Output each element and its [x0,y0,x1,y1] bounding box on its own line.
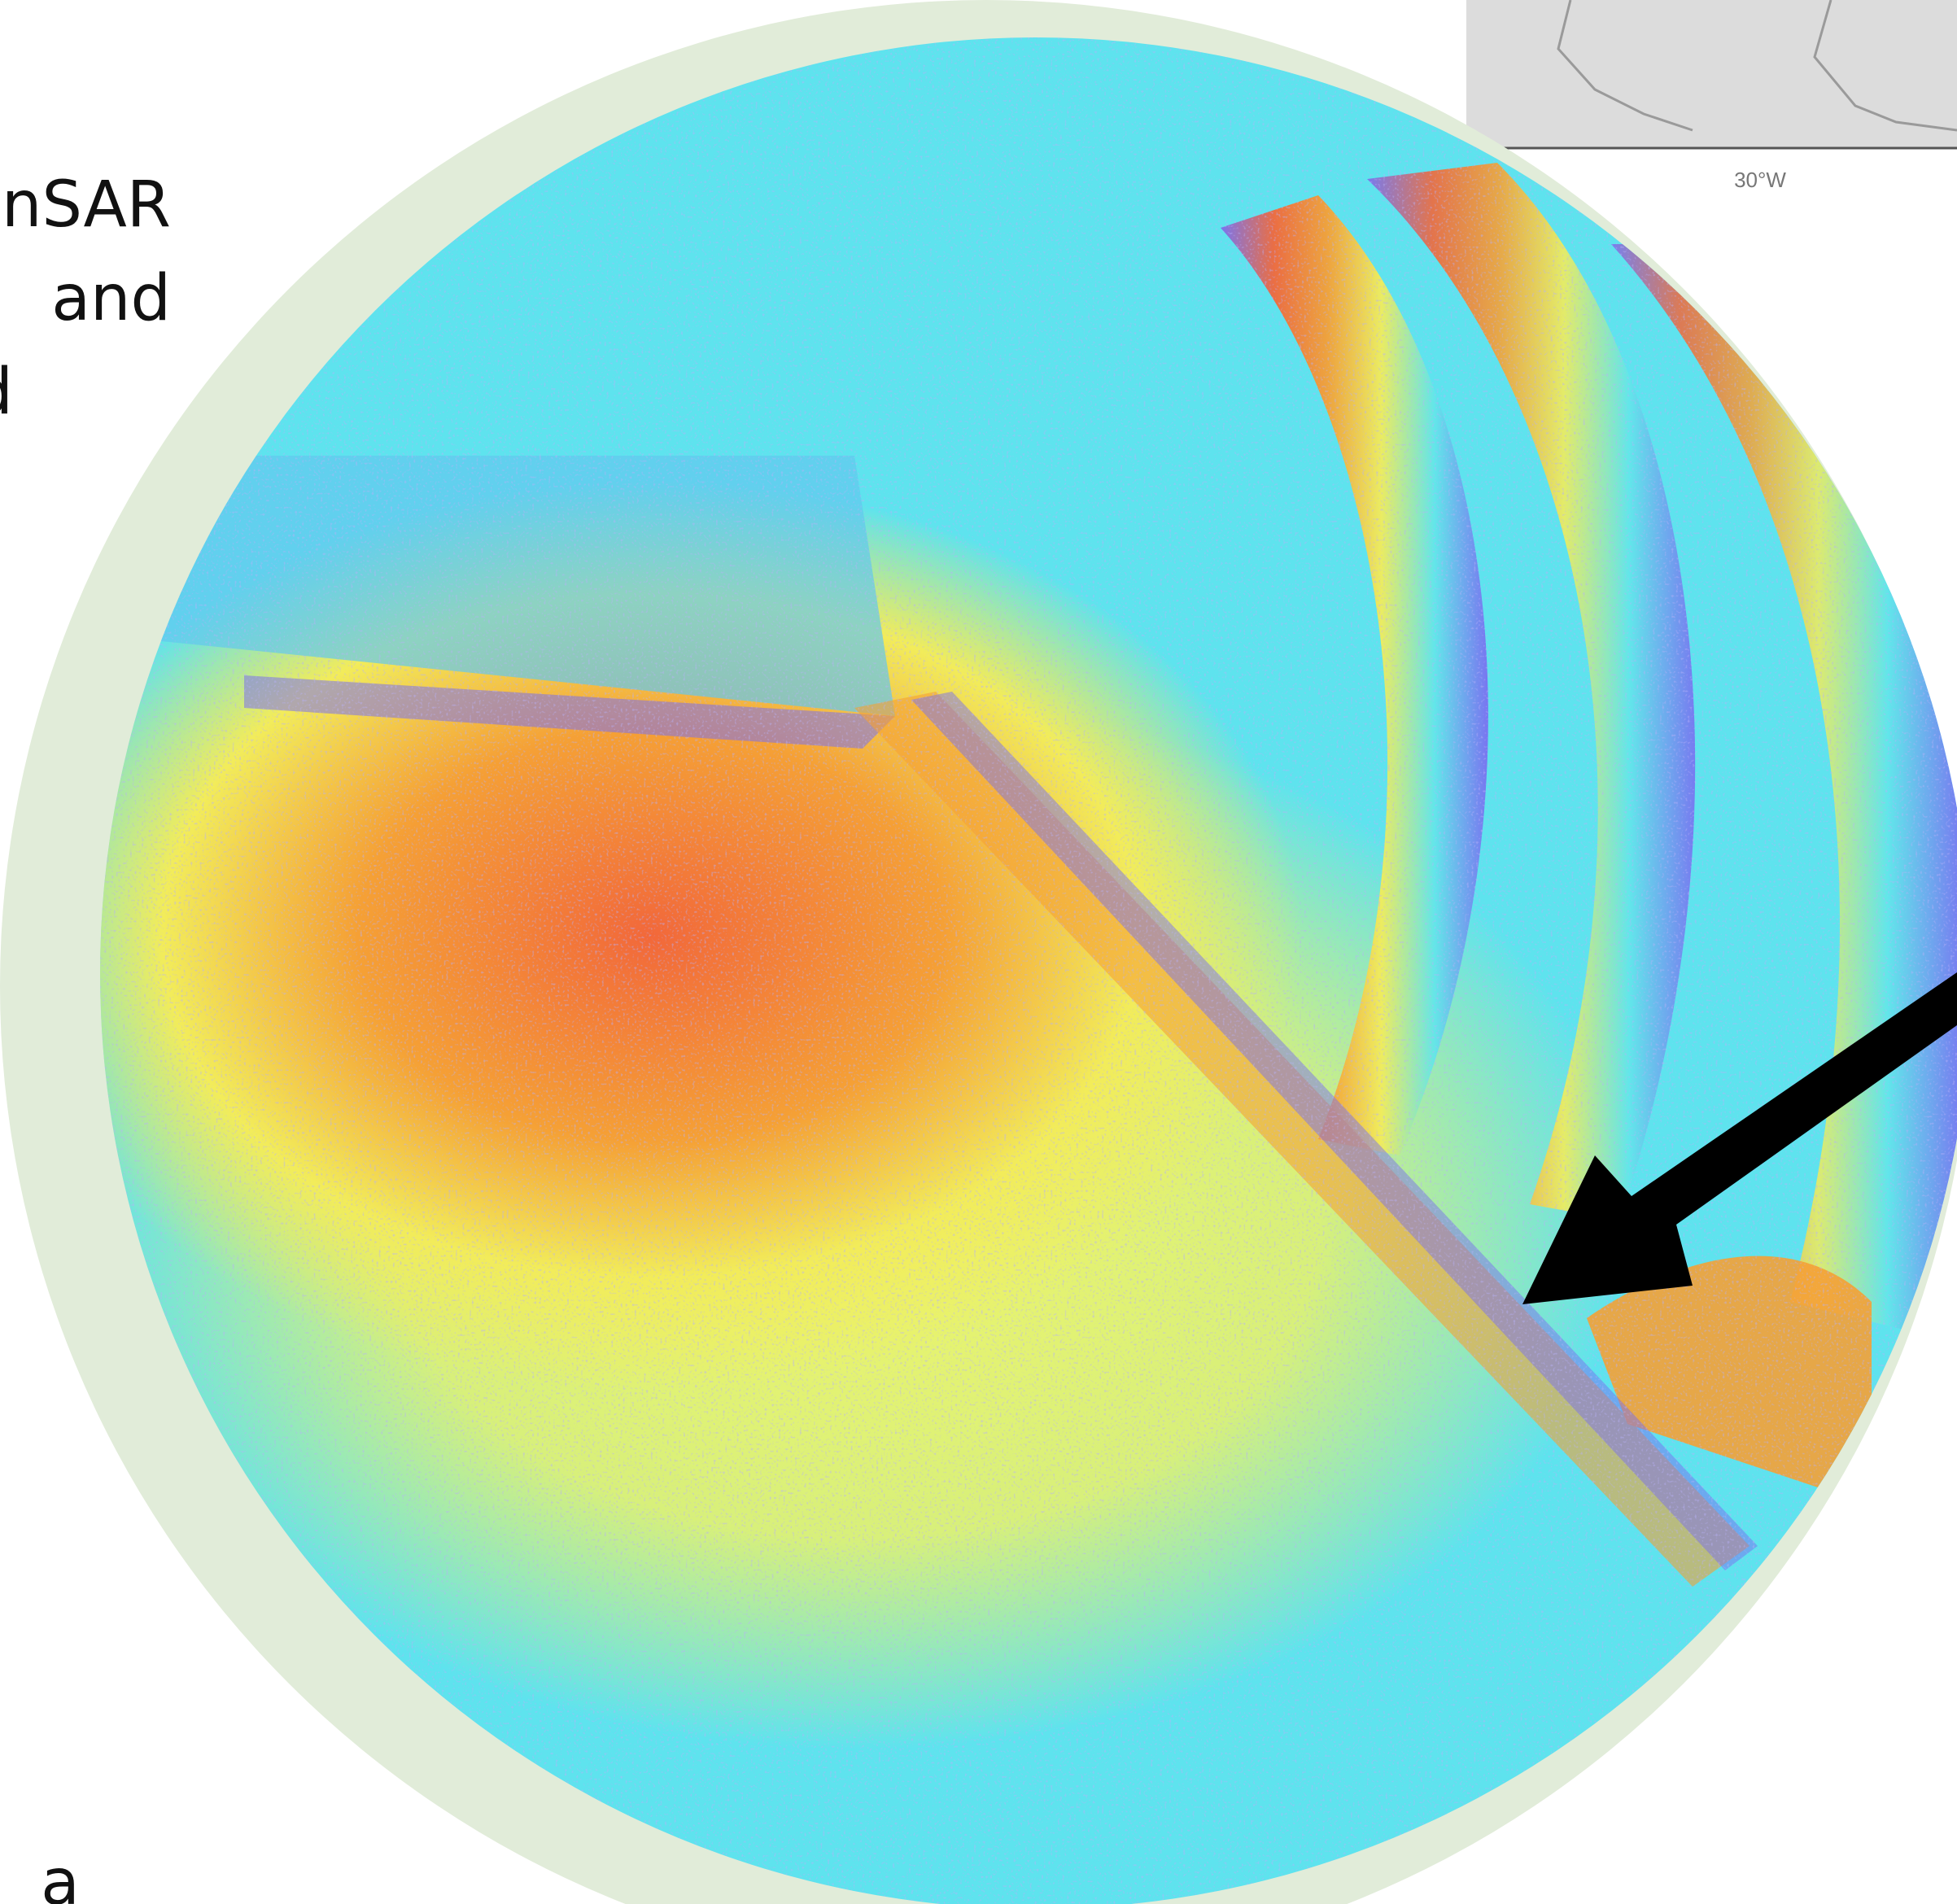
text-line: nSAR [2,168,171,242]
text-line: d [0,356,13,429]
slide: 30°W nSAR and d a [0,0,1957,1904]
page: 30°W nSAR and d a (() => { const data = … [0,0,1957,1904]
longitude-label: 30°W [1734,168,1786,192]
text-line: and [51,262,171,335]
text-line: a [41,1846,80,1904]
map [1466,0,1957,148]
